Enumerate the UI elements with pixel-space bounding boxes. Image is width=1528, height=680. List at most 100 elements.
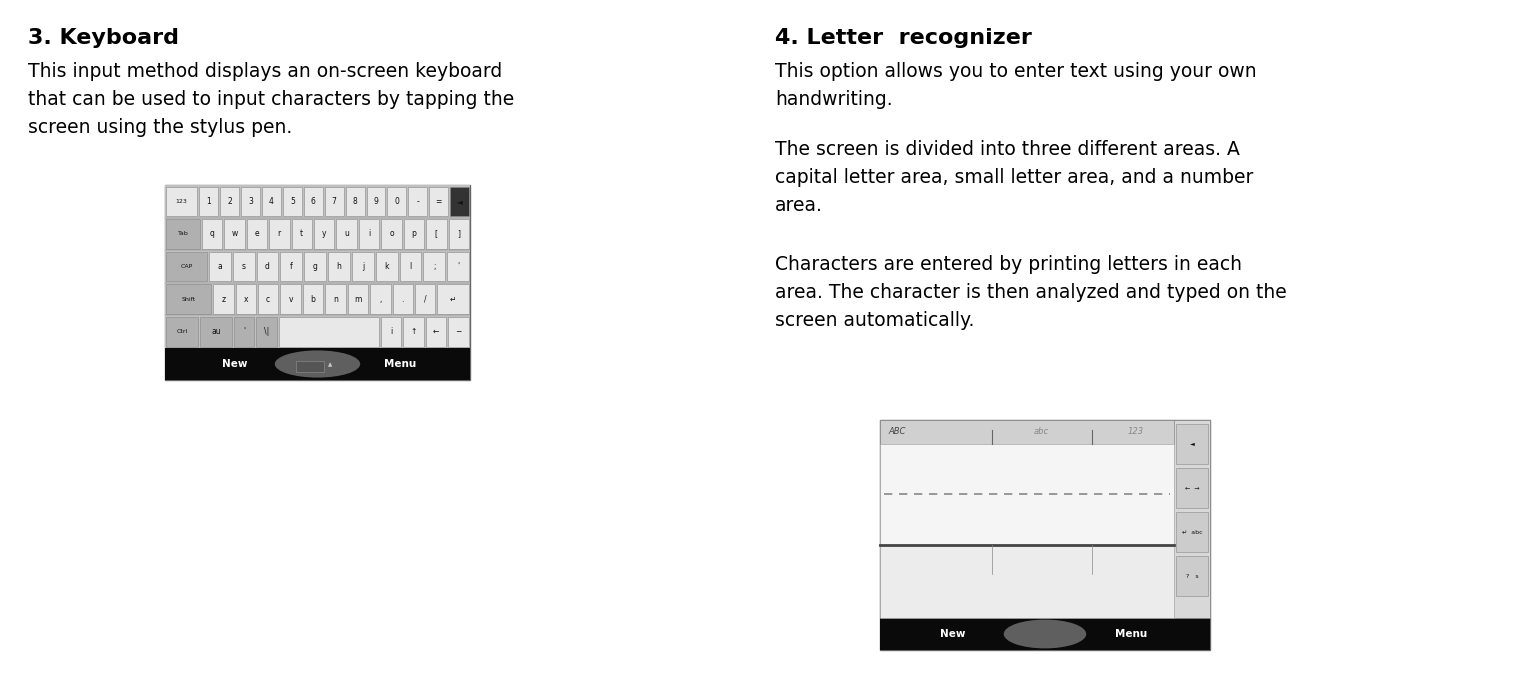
Text: 9: 9 <box>373 197 379 206</box>
Bar <box>423 252 445 282</box>
Text: 123: 123 <box>176 199 188 204</box>
Bar <box>283 186 303 216</box>
Text: e: e <box>255 229 260 239</box>
Bar <box>165 283 471 316</box>
Text: 2: 2 <box>228 197 232 206</box>
Text: au: au <box>211 327 220 336</box>
Bar <box>448 317 469 347</box>
Text: 3: 3 <box>248 197 254 206</box>
Bar <box>359 219 379 249</box>
Text: l: l <box>410 262 411 271</box>
Bar <box>1177 468 1209 508</box>
Text: Menu: Menu <box>384 359 416 369</box>
Text: 6: 6 <box>310 197 316 206</box>
Bar <box>426 317 446 347</box>
Bar <box>296 361 324 372</box>
Bar <box>200 186 219 216</box>
Text: w: w <box>231 229 238 239</box>
Bar <box>280 317 379 347</box>
Bar <box>167 252 206 282</box>
Text: 5: 5 <box>290 197 295 206</box>
Bar <box>351 252 374 282</box>
Bar <box>429 186 448 216</box>
Text: ←: ← <box>432 327 439 336</box>
Text: 1: 1 <box>206 197 211 206</box>
Bar <box>448 252 469 282</box>
Text: ▲: ▲ <box>327 362 332 367</box>
Bar <box>426 219 446 249</box>
Bar <box>393 284 413 314</box>
Bar <box>202 219 222 249</box>
Text: CAP: CAP <box>180 264 193 269</box>
Bar <box>382 219 402 249</box>
Text: ←  →: ← → <box>1184 486 1199 490</box>
Text: ◄: ◄ <box>1190 441 1195 447</box>
Text: v: v <box>289 294 293 303</box>
Bar <box>165 316 471 348</box>
Text: 8: 8 <box>353 197 358 206</box>
Text: b: b <box>310 294 315 303</box>
Bar <box>232 252 255 282</box>
Text: ↵  abc: ↵ abc <box>1181 530 1203 534</box>
Bar <box>416 284 435 314</box>
Text: This input method displays an on-screen keyboard
that can be used to input chara: This input method displays an on-screen … <box>28 62 515 137</box>
Text: Shift: Shift <box>182 296 196 302</box>
Bar <box>437 284 469 314</box>
Text: ABC: ABC <box>888 428 906 437</box>
Text: /: / <box>423 294 426 303</box>
Bar <box>880 444 1174 545</box>
Bar <box>329 252 350 282</box>
Bar <box>304 252 325 282</box>
Text: n: n <box>333 294 338 303</box>
Text: New: New <box>940 629 966 639</box>
Bar <box>258 284 278 314</box>
Text: g: g <box>313 262 318 271</box>
Bar <box>241 186 260 216</box>
Text: d: d <box>264 262 270 271</box>
Bar <box>1177 512 1209 552</box>
Bar <box>403 317 423 347</box>
Ellipse shape <box>275 350 361 377</box>
Ellipse shape <box>1004 619 1086 649</box>
Text: Menu: Menu <box>1114 629 1148 639</box>
Bar <box>367 186 385 216</box>
Text: ': ' <box>457 262 458 271</box>
Bar <box>315 219 335 249</box>
Bar <box>234 317 254 347</box>
Text: Ctrl: Ctrl <box>176 329 188 334</box>
Bar <box>292 219 312 249</box>
Bar <box>1174 420 1210 618</box>
Text: 4: 4 <box>269 197 274 206</box>
Text: −: − <box>455 327 461 336</box>
Text: f: f <box>290 262 293 271</box>
Text: ]: ] <box>457 229 460 239</box>
Bar <box>388 186 406 216</box>
Bar <box>408 186 428 216</box>
Text: t: t <box>299 229 304 239</box>
Text: New: New <box>223 359 248 369</box>
Bar <box>165 185 471 380</box>
Bar <box>304 186 322 216</box>
Text: c: c <box>266 294 270 303</box>
Text: u: u <box>344 229 348 239</box>
Text: h: h <box>336 262 341 271</box>
Bar <box>167 186 197 216</box>
Bar <box>235 284 257 314</box>
Bar <box>225 219 244 249</box>
Bar <box>325 284 345 314</box>
Text: ,: , <box>379 294 382 303</box>
Bar <box>165 185 471 218</box>
Text: ;: ; <box>432 262 435 271</box>
Text: z: z <box>222 294 225 303</box>
Bar <box>370 284 391 314</box>
Bar <box>257 252 278 282</box>
Text: \|: \| <box>264 327 269 336</box>
Bar <box>345 186 365 216</box>
Bar <box>449 219 469 249</box>
Bar <box>280 252 303 282</box>
Text: 3. Keyboard: 3. Keyboard <box>28 28 179 48</box>
Text: o: o <box>390 229 394 239</box>
Text: q: q <box>209 229 214 239</box>
Text: y: y <box>322 229 327 239</box>
Bar <box>167 317 199 347</box>
